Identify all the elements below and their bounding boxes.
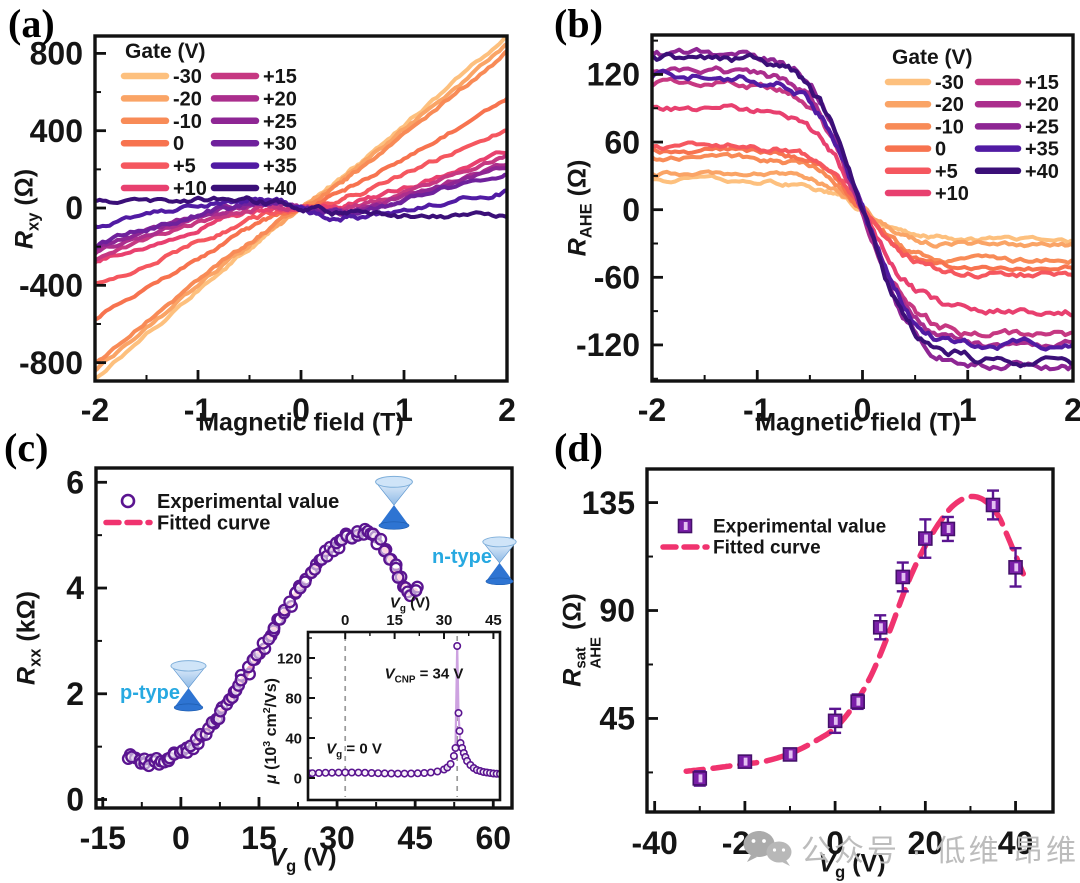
svg-text:+35: +35 [1025, 139, 1059, 161]
svg-text:0: 0 [854, 392, 872, 428]
svg-text:Experimental value: Experimental value [157, 491, 339, 513]
svg-text:-60: -60 [594, 260, 640, 296]
svg-text:-2: -2 [638, 392, 666, 428]
svg-text:0: 0 [935, 139, 946, 161]
svg-text:+35: +35 [263, 156, 297, 178]
svg-text:+20: +20 [1025, 94, 1059, 116]
inset-x-axis-label: Vg (V) [389, 594, 431, 615]
svg-text:+25: +25 [263, 111, 297, 133]
svg-text:0: 0 [622, 192, 640, 228]
panel-b-tag: (b) [554, 1, 603, 46]
panel-c-tag: (c) [4, 425, 49, 470]
svg-text:0: 0 [66, 782, 84, 818]
svg-text:-30: -30 [173, 66, 202, 88]
svg-text:Gate (V): Gate (V) [892, 46, 973, 69]
svg-text:0: 0 [341, 612, 349, 629]
svg-text:80: 80 [285, 690, 302, 707]
svg-text:30: 30 [436, 612, 453, 629]
svg-text:-400: -400 [19, 268, 83, 304]
svg-text:0: 0 [172, 820, 190, 856]
svg-text:Fitted curve: Fitted curve [157, 513, 270, 535]
svg-text:+15: +15 [1025, 72, 1059, 94]
svg-text:-1: -1 [184, 392, 212, 428]
svg-text:0: 0 [294, 770, 302, 787]
svg-text:+40: +40 [263, 178, 297, 200]
svg-text:+30: +30 [263, 133, 297, 155]
svg-text:400: 400 [30, 113, 83, 149]
svg-text:2: 2 [1064, 392, 1080, 428]
svg-text:20: 20 [908, 825, 944, 861]
panel-b-x-axis-label: Magnetic field (T) [755, 408, 961, 437]
svg-text:120: 120 [277, 650, 302, 667]
svg-text:45: 45 [485, 612, 502, 629]
svg-text:0: 0 [65, 190, 83, 226]
svg-text:800: 800 [30, 36, 83, 72]
panel-a-tag: (a) [8, 1, 55, 46]
svg-text:-20: -20 [935, 94, 964, 116]
svg-text:135: 135 [582, 485, 635, 521]
svg-text:+25: +25 [1025, 116, 1059, 138]
svg-text:-20: -20 [722, 825, 768, 861]
svg-text:45: 45 [397, 820, 433, 856]
panel-c-x-axis-label: Vg (V) [269, 843, 337, 876]
panel-d-chart: -40 -20 0 20 40 45 90 135 Experimental valueFitt… [582, 467, 1055, 861]
svg-text:+15: +15 [263, 66, 297, 88]
svg-text:-120: -120 [576, 327, 640, 363]
svg-text:Gate (V): Gate (V) [125, 40, 206, 63]
panel-d-tag: (d) [554, 425, 603, 470]
svg-text:-2: -2 [81, 392, 109, 428]
annotation-vg0: Vg = 0 V [326, 740, 382, 761]
svg-text:-10: -10 [935, 116, 964, 138]
annotation-vcnp: VCNP = 34 V [384, 665, 464, 686]
svg-text:60: 60 [604, 124, 640, 160]
svg-text:40: 40 [285, 730, 302, 747]
svg-text:+10: +10 [173, 178, 207, 200]
svg-text:0: 0 [173, 133, 184, 155]
svg-text:Experimental value: Experimental value [713, 517, 886, 538]
svg-text:0: 0 [292, 392, 310, 428]
panel-d-x-axis-label: Vg (V) [818, 849, 886, 882]
panel-b-y-axis-label: RAHE (Ω) [563, 159, 596, 257]
svg-text:+5: +5 [935, 161, 958, 183]
svg-text:Fitted curve: Fitted curve [713, 538, 821, 559]
panel-a-y-axis-label: Rxy (Ω) [10, 168, 43, 250]
svg-text:-800: -800 [19, 345, 83, 381]
svg-text:0: 0 [826, 825, 844, 861]
svg-text:6: 6 [66, 464, 84, 500]
svg-text:+10: +10 [935, 183, 969, 205]
svg-text:40: 40 [998, 825, 1034, 861]
svg-text:15: 15 [241, 820, 277, 856]
svg-text:-10: -10 [173, 111, 202, 133]
svg-text:2: 2 [66, 676, 84, 712]
svg-text:-15: -15 [80, 820, 126, 856]
svg-text:1: 1 [959, 392, 977, 428]
svg-text:15: 15 [386, 612, 403, 629]
inset-y-axis-label: μ (103 cm2/Vs) [260, 678, 281, 784]
svg-text:120: 120 [587, 57, 640, 93]
svg-text:-40: -40 [632, 825, 678, 861]
svg-text:90: 90 [599, 593, 635, 629]
svg-text:+20: +20 [263, 88, 297, 110]
svg-text:-1: -1 [743, 392, 771, 428]
svg-text:+40: +40 [1025, 161, 1059, 183]
svg-text:30: 30 [319, 820, 355, 856]
svg-text:60: 60 [475, 820, 511, 856]
p-type-label: p-type [120, 682, 180, 704]
svg-text:1: 1 [395, 392, 413, 428]
svg-text:45: 45 [599, 701, 635, 737]
svg-text:+5: +5 [173, 156, 196, 178]
svg-text:-30: -30 [935, 72, 964, 94]
svg-text:4: 4 [66, 570, 84, 606]
panel-c-y-axis-label: Rxx (kΩ) [12, 591, 45, 685]
n-type-label: n-type [432, 546, 492, 568]
panel-a-x-axis-label: Magnetic field (T) [198, 408, 404, 437]
svg-text:-20: -20 [173, 88, 202, 110]
svg-text:2: 2 [498, 392, 516, 428]
dirac-cone-icon [375, 475, 413, 530]
